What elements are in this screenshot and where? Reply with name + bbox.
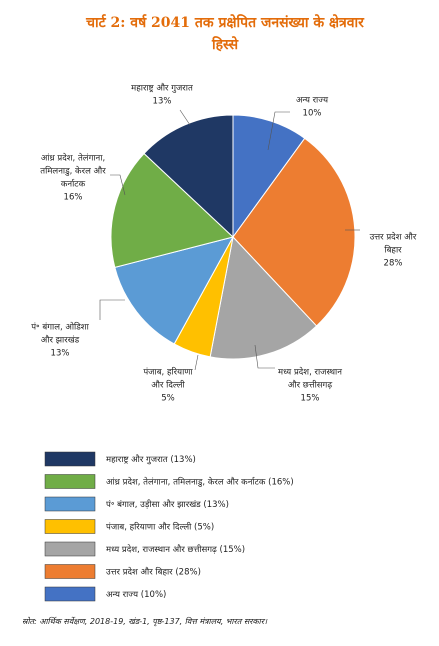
slice-label: पंजाब, हरियाणा: [143, 367, 193, 378]
source-note: स्रोत: आर्थिक सर्वेक्षण, 2018-19, खंड-1,…: [22, 617, 268, 626]
legend-label: अन्य राज्य (10%): [106, 590, 166, 600]
value-label: 16%: [64, 193, 83, 203]
pie-slice: [110, 152, 235, 268]
slice-label: महाराष्ट्र और गुजरात: [131, 83, 193, 94]
slice-label: और दिल्ली: [151, 380, 185, 391]
slice-label: अन्य राज्य: [296, 96, 329, 106]
value-label: 10%: [303, 109, 322, 119]
legend-swatch: [44, 474, 96, 489]
leader-line: [267, 111, 290, 151]
legend-label: मध्य प्रदेश, राजस्थान और छत्तीसगढ़ (15%): [106, 544, 245, 555]
value-label: 5%: [161, 394, 175, 404]
legend-label: पं॰ बंगाल, उड़ीसा और झारखंड (13%): [106, 499, 229, 510]
pie-slice: [209, 235, 318, 360]
value-label: 15%: [301, 394, 320, 404]
leader-line: [194, 354, 199, 371]
value-label: 13%: [153, 97, 172, 107]
legend-swatch: [44, 541, 96, 557]
leader-line: [99, 299, 125, 320]
legend-label: महाराष्ट्र और गुजरात (13%): [106, 454, 196, 465]
slice-label: तमिलनाडु, केरल और: [40, 166, 106, 177]
slice-label: उत्तर प्रदेश और: [370, 232, 417, 243]
chart-title: चार्ट 2: वर्ष 2041 तक प्रक्षेपित जनसंख्य…: [86, 15, 364, 53]
legend-swatch: [44, 519, 96, 534]
value-label: 28%: [384, 259, 403, 269]
legend-swatch: [44, 496, 96, 512]
leader-line: [254, 344, 275, 369]
slice-label: बिहार: [384, 245, 402, 256]
leader-line: [179, 109, 191, 126]
pie-slice: [114, 236, 234, 345]
pie-slice: [143, 114, 234, 239]
legend-swatch: [44, 451, 96, 467]
slice-label: पं॰ बंगाल, ओडिशा: [31, 322, 89, 333]
legend-label: पंजाब, हरियाणा और दिल्ली (5%): [106, 522, 214, 533]
pie-slice: [232, 114, 306, 239]
value-label: 13%: [51, 349, 70, 359]
slice-label: कर्नाटक: [61, 179, 86, 190]
leader-lines: [99, 109, 360, 371]
slice-label: मध्य प्रदेश, राजस्थान: [278, 367, 342, 378]
slice-label: और छत्तीसगढ़: [288, 380, 332, 391]
legend-swatch: [44, 586, 96, 602]
legend-label: उत्तर प्रदेश और बिहार (28%): [106, 567, 201, 578]
leader-line: [110, 174, 126, 196]
slice-label: आंध्र प्रदेश, तेलंगाना,: [41, 153, 105, 164]
legend-label: आंध्र प्रदेश, तेलंगाना, तमिलनाडु, केरल औ…: [106, 477, 294, 488]
slice-label: और झारखंड: [41, 335, 80, 346]
legend-swatch: [44, 564, 96, 579]
pie-slice: [232, 137, 356, 327]
